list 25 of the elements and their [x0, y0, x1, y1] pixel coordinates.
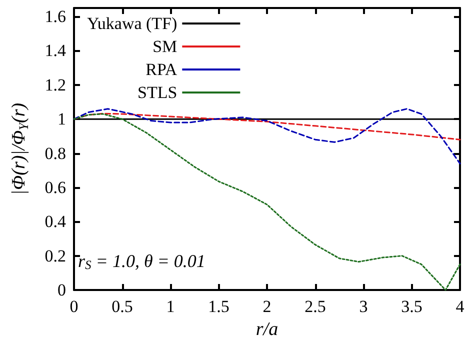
legend-label: RPA	[146, 60, 178, 79]
x-tick-label: 1	[166, 297, 175, 316]
y-tick-label: 0.2	[44, 246, 66, 266]
x-axis-title: r/a	[256, 319, 278, 340]
x-tick-label: 1.5	[208, 297, 230, 316]
y-tick-label: 0.8	[44, 144, 66, 163]
y-tick-label: 0	[58, 280, 66, 300]
y-tick-label: 1.2	[44, 75, 66, 94]
y-tick-label: 0.4	[44, 212, 66, 232]
x-tick-label: 0.5	[112, 297, 133, 316]
legend-label: STLS	[137, 83, 178, 102]
legend-label: SM	[152, 37, 178, 56]
y-axis-title: |Φ(r)|/ΦY(r)	[8, 102, 31, 196]
x-tick-label: 2.5	[304, 297, 326, 316]
x-tick-label: 2	[262, 297, 272, 316]
y-tick-label: 0.6	[44, 178, 66, 197]
x-tick-label: 3.5	[401, 297, 422, 316]
legend-label: Yukawa (TF)	[87, 14, 178, 33]
y-tick-label: 1.6	[44, 7, 66, 26]
x-tick-label: 0	[70, 297, 78, 316]
x-tick-label: 3	[359, 297, 368, 316]
y-tick-label: 1.4	[44, 41, 66, 60]
line-series	[73, 108, 461, 164]
y-tick-label: 1	[58, 110, 66, 129]
x-tick-label: 4	[456, 297, 465, 316]
